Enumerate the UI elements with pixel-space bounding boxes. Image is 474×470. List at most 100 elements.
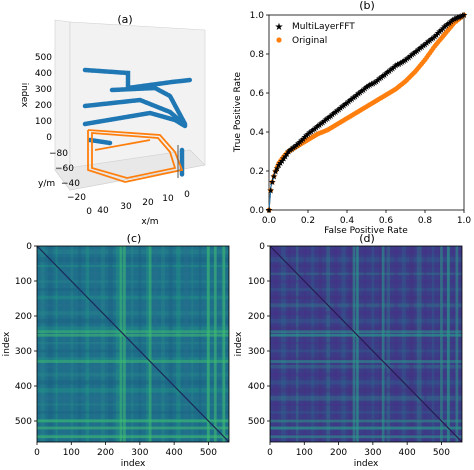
panel-a: (a) 500 400 300 200 1 — [19, 13, 206, 227]
panel-a-x-tick: 30 — [120, 202, 132, 212]
roc-point: ★ — [335, 105, 343, 115]
heatmap-texture-column — [63, 246, 66, 442]
heatmap-texture-column — [280, 246, 286, 442]
roc-point: ★ — [345, 97, 353, 107]
roc-point: ★ — [309, 126, 317, 136]
heatmap-texture-column — [70, 246, 74, 442]
heatmap-y-tick-label: 300 — [248, 347, 265, 357]
heatmap-texture-row — [37, 341, 229, 345]
heatmap-bright-column — [123, 246, 126, 442]
roc-point: ★ — [445, 19, 453, 29]
heatmap-texture-column — [424, 246, 427, 442]
roc-point: ★ — [452, 14, 460, 24]
roc-point: ★ — [276, 159, 284, 169]
roc-point: ★ — [442, 21, 450, 31]
roc-point: ★ — [315, 121, 323, 131]
heatmap-texture-row — [37, 303, 229, 308]
heatmap-texture-row — [37, 388, 229, 393]
roc-point: ★ — [395, 60, 403, 70]
roc-point: ★ — [382, 70, 390, 80]
heatmap-x-tick-label: 500 — [433, 448, 450, 458]
roc-point: ★ — [408, 51, 416, 61]
roc-point: ★ — [267, 187, 275, 197]
roc-point: ★ — [366, 81, 374, 91]
panel-b-y-label: True Positive Rate — [233, 71, 243, 153]
panel-a-z-ticks: 500 400 300 200 100 0 — [35, 53, 52, 143]
heatmap-texture-row — [37, 411, 229, 414]
roc-point: ★ — [353, 91, 361, 101]
panel-a-x-tick: 40 — [97, 206, 109, 216]
panel-a-z-tick: 0 — [46, 133, 52, 143]
roc-point: ★ — [307, 127, 315, 137]
panel-a-x-tick: 0 — [184, 190, 190, 200]
panel-b-frame — [268, 14, 465, 211]
panel-c-y-label: index — [2, 331, 12, 356]
panel-a-x-tick: 20 — [142, 198, 154, 208]
roc-point: ★ — [411, 48, 419, 58]
roc-point: ★ — [320, 117, 328, 127]
heatmap-bright-row — [37, 330, 229, 334]
roc-point: ★ — [317, 120, 325, 130]
roc-point: ★ — [401, 56, 409, 66]
heatmap-y-tick-label: 0 — [259, 242, 265, 252]
roc-point: ★ — [340, 101, 348, 111]
heatmap-bright-row — [270, 330, 462, 334]
heatmap-texture-column — [296, 246, 299, 442]
heatmap-texture-column — [130, 246, 134, 442]
roc-point: ★ — [460, 11, 468, 21]
roc-y-tick-label: 0.4 — [250, 128, 265, 138]
roc-point: ★ — [419, 42, 427, 52]
heatmap-bright-column — [440, 246, 443, 442]
panel-b-legend: ★ MultiLayerFFT Original — [275, 22, 356, 46]
roc-point: ★ — [278, 157, 286, 167]
panel-b-series: ★★★★★★★★★★★★★★★★★★★★★★★★★★★★★★★★★★★★★★★★… — [265, 11, 468, 216]
panel-b-x-label: False Positive Rate — [324, 226, 408, 236]
heatmap-texture-row — [270, 288, 462, 292]
roc-point: ★ — [364, 82, 372, 92]
roc-point: ★ — [346, 96, 354, 106]
heatmap-texture-column — [161, 246, 165, 442]
panel-d-x-ticks: 0 100 200 300 400 500 — [267, 442, 450, 458]
heatmap-texture-row — [37, 272, 229, 276]
heatmap-texture-column — [85, 246, 90, 442]
panel-d-y-ticks: 0 100 200 300 400 500 — [248, 242, 270, 427]
roc-point: ★ — [322, 116, 330, 126]
heatmap-texture-column — [78, 246, 82, 442]
heatmap-x-tick-label: 300 — [131, 448, 148, 458]
heatmap-bright-column — [446, 246, 450, 442]
roc-point: ★ — [380, 71, 388, 81]
heatmap-texture-column — [183, 246, 189, 442]
panel-a-y-tick: −60 — [55, 164, 74, 174]
heatmap-x-tick-label: 200 — [330, 448, 347, 458]
roc-point: ★ — [377, 73, 385, 83]
heatmap-texture-row — [270, 411, 462, 414]
heatmap-x-tick-label: 100 — [296, 448, 313, 458]
heatmap-texture-row — [270, 395, 462, 401]
heatmap-y-tick-label: 100 — [15, 277, 32, 287]
heatmap-bright-row — [37, 419, 229, 423]
roc-point: ★ — [418, 43, 426, 53]
heatmap-texture-row — [37, 365, 229, 369]
panel-a-orange-track-inner — [91, 132, 177, 179]
legend-label-original: Original — [292, 36, 327, 46]
panel-a-y-tick: 0 — [86, 207, 92, 217]
heatmap-texture-column — [115, 246, 121, 442]
heatmap-texture-row — [37, 372, 229, 377]
heatmap-texture-row — [37, 318, 229, 324]
heatmap-bright-column — [356, 246, 359, 442]
roc-point: ★ — [458, 12, 466, 22]
roc-point: ★ — [327, 112, 335, 122]
heatmap-bright-row — [270, 435, 462, 439]
roc-point: ★ — [397, 59, 405, 69]
heatmap-bright-row — [270, 419, 462, 423]
roc-point: ★ — [348, 95, 356, 105]
roc-point: ★ — [410, 49, 418, 59]
heatmap-texture-column — [333, 246, 338, 442]
heatmap-y-tick-label: 400 — [248, 382, 265, 392]
roc-point: ★ — [405, 53, 413, 63]
heatmap-texture-row — [270, 303, 462, 308]
heatmap-texture-column — [401, 246, 406, 442]
heatmap-texture-column — [311, 246, 315, 442]
heatmap-x-tick-label: 0 — [34, 448, 40, 458]
roc-point: ★ — [392, 62, 400, 72]
